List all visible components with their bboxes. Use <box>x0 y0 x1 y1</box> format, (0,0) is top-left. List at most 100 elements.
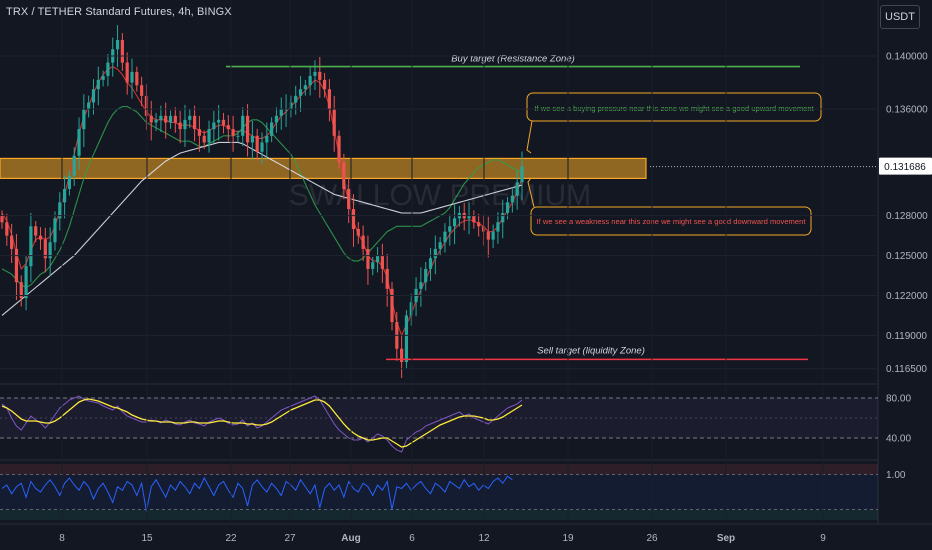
price-tick-label: 0.122000 <box>886 291 928 302</box>
candle-body <box>14 248 19 283</box>
candle-body <box>173 115 177 123</box>
candle-body <box>472 215 476 223</box>
candle-body <box>48 242 52 259</box>
candle-body <box>409 302 413 316</box>
candle-body <box>67 175 72 190</box>
price-tick-label: 0.119000 <box>886 331 927 342</box>
candle-body <box>279 109 283 116</box>
time-tick-label: Aug <box>341 533 360 544</box>
candle-body <box>10 235 14 249</box>
candle-body <box>308 75 312 86</box>
time-tick-label: 22 <box>225 533 237 544</box>
candle-body <box>375 255 380 263</box>
candle-body <box>424 268 428 283</box>
candle-body <box>486 231 490 240</box>
candle-body <box>303 85 307 90</box>
rsi-tick-label: 40.00 <box>886 434 911 445</box>
candle-body <box>241 115 245 136</box>
candle-body <box>322 79 327 90</box>
candle-body <box>385 268 389 289</box>
price-tick-label: 0.136000 <box>886 105 928 116</box>
candle-body <box>400 348 404 363</box>
candle-body <box>53 218 57 243</box>
candle-body <box>448 226 452 232</box>
candle-body <box>332 109 336 136</box>
candle-body <box>82 109 86 130</box>
candle-body <box>178 122 182 130</box>
candle-body <box>197 129 202 136</box>
candle-body <box>274 115 279 123</box>
candle-body <box>140 85 144 96</box>
candle-body <box>443 231 447 243</box>
candle-body <box>91 89 96 103</box>
candle-body <box>38 235 43 240</box>
price-tick-label: 0.116500 <box>886 364 927 375</box>
candle-body <box>217 119 221 123</box>
rsi-tick-label: 80.00 <box>886 394 911 405</box>
candle-body <box>0 215 4 223</box>
candle-body <box>164 115 168 123</box>
candle-body <box>24 266 28 299</box>
candle-body <box>125 62 129 83</box>
rsi-ma-line <box>1 398 523 448</box>
downward-note-pointer <box>527 177 535 208</box>
candle-body <box>260 142 264 152</box>
candle-body <box>255 135 259 152</box>
candle-body <box>337 135 341 163</box>
candle-body <box>366 248 370 269</box>
candle-body <box>438 242 442 249</box>
osc-mid-band <box>0 474 878 510</box>
candle-body <box>265 135 269 143</box>
candle-body <box>313 71 317 76</box>
candle-body <box>62 189 67 203</box>
candle-body <box>318 71 322 80</box>
candle-body <box>72 155 76 176</box>
candle-body <box>207 129 211 143</box>
candle-body <box>202 135 206 143</box>
candle-body <box>226 125 230 130</box>
price-tick-label: 0.140000 <box>886 51 928 62</box>
downward-note-box <box>530 206 812 236</box>
candle-body <box>496 222 500 232</box>
candle-body <box>183 119 187 130</box>
osc-upper-band <box>0 464 878 475</box>
osc-tick-label: 1.00 <box>886 470 906 481</box>
candle-body <box>106 62 110 76</box>
candle-body <box>404 315 409 363</box>
candle-body <box>510 195 514 203</box>
currency-button[interactable]: USDT <box>880 5 920 29</box>
chart-title: TRX / TETHER Standard Futures, 4h, BINGX <box>6 6 232 18</box>
candle-body <box>491 231 495 240</box>
candle-body <box>130 71 134 83</box>
time-tick-label: 19 <box>562 533 574 544</box>
candle-body <box>467 215 471 219</box>
upward-note-pointer <box>526 120 533 154</box>
candle-body <box>77 129 81 156</box>
candle-body <box>58 202 62 219</box>
candle-body <box>168 115 173 123</box>
candle-body <box>34 226 38 236</box>
last-price-tag <box>879 157 932 175</box>
candle-body <box>212 122 216 130</box>
candle-body <box>231 129 235 136</box>
rsi-line <box>1 395 523 453</box>
candle-body <box>101 75 105 80</box>
resistance-zone <box>0 157 647 179</box>
candle-body <box>356 228 360 236</box>
candle-body <box>452 218 457 227</box>
candle-body <box>294 95 298 103</box>
candle-body <box>289 102 293 110</box>
candle-body <box>96 79 100 90</box>
candle-body <box>29 226 33 267</box>
candle-body <box>371 262 375 269</box>
candle-body <box>188 115 192 120</box>
candle-body <box>144 95 149 116</box>
candle-body <box>43 239 47 259</box>
candle-body <box>380 255 384 269</box>
candle-body <box>520 166 524 183</box>
time-tick-label: 27 <box>284 533 296 544</box>
time-tick-label: 9 <box>820 533 826 544</box>
candle-body <box>250 135 254 143</box>
time-tick-label: 8 <box>59 533 65 544</box>
